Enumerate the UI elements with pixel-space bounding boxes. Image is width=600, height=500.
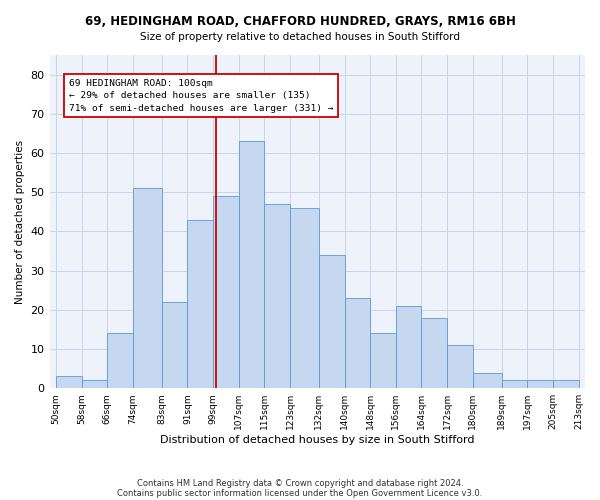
Bar xyxy=(319,255,344,388)
Bar xyxy=(56,376,82,388)
Bar xyxy=(290,208,319,388)
Bar xyxy=(344,298,370,388)
Bar xyxy=(553,380,578,388)
Bar xyxy=(133,188,162,388)
Bar xyxy=(187,220,213,388)
Text: 69, HEDINGHAM ROAD, CHAFFORD HUNDRED, GRAYS, RM16 6BH: 69, HEDINGHAM ROAD, CHAFFORD HUNDRED, GR… xyxy=(85,15,515,28)
Bar xyxy=(162,302,187,388)
Text: 69 HEDINGHAM ROAD: 100sqm
← 29% of detached houses are smaller (135)
71% of semi: 69 HEDINGHAM ROAD: 100sqm ← 29% of detac… xyxy=(69,78,333,112)
Bar xyxy=(265,204,290,388)
X-axis label: Distribution of detached houses by size in South Stifford: Distribution of detached houses by size … xyxy=(160,435,475,445)
Bar xyxy=(213,196,239,388)
Bar xyxy=(82,380,107,388)
Bar xyxy=(473,372,502,388)
Bar xyxy=(107,334,133,388)
Bar xyxy=(447,345,473,388)
Bar xyxy=(239,141,265,388)
Text: Size of property relative to detached houses in South Stifford: Size of property relative to detached ho… xyxy=(140,32,460,42)
Bar xyxy=(502,380,527,388)
Text: Contains public sector information licensed under the Open Government Licence v3: Contains public sector information licen… xyxy=(118,488,482,498)
Bar xyxy=(527,380,553,388)
Bar xyxy=(370,334,396,388)
Y-axis label: Number of detached properties: Number of detached properties xyxy=(15,140,25,304)
Bar xyxy=(421,318,447,388)
Bar xyxy=(396,306,421,388)
Text: Contains HM Land Registry data © Crown copyright and database right 2024.: Contains HM Land Registry data © Crown c… xyxy=(137,478,463,488)
